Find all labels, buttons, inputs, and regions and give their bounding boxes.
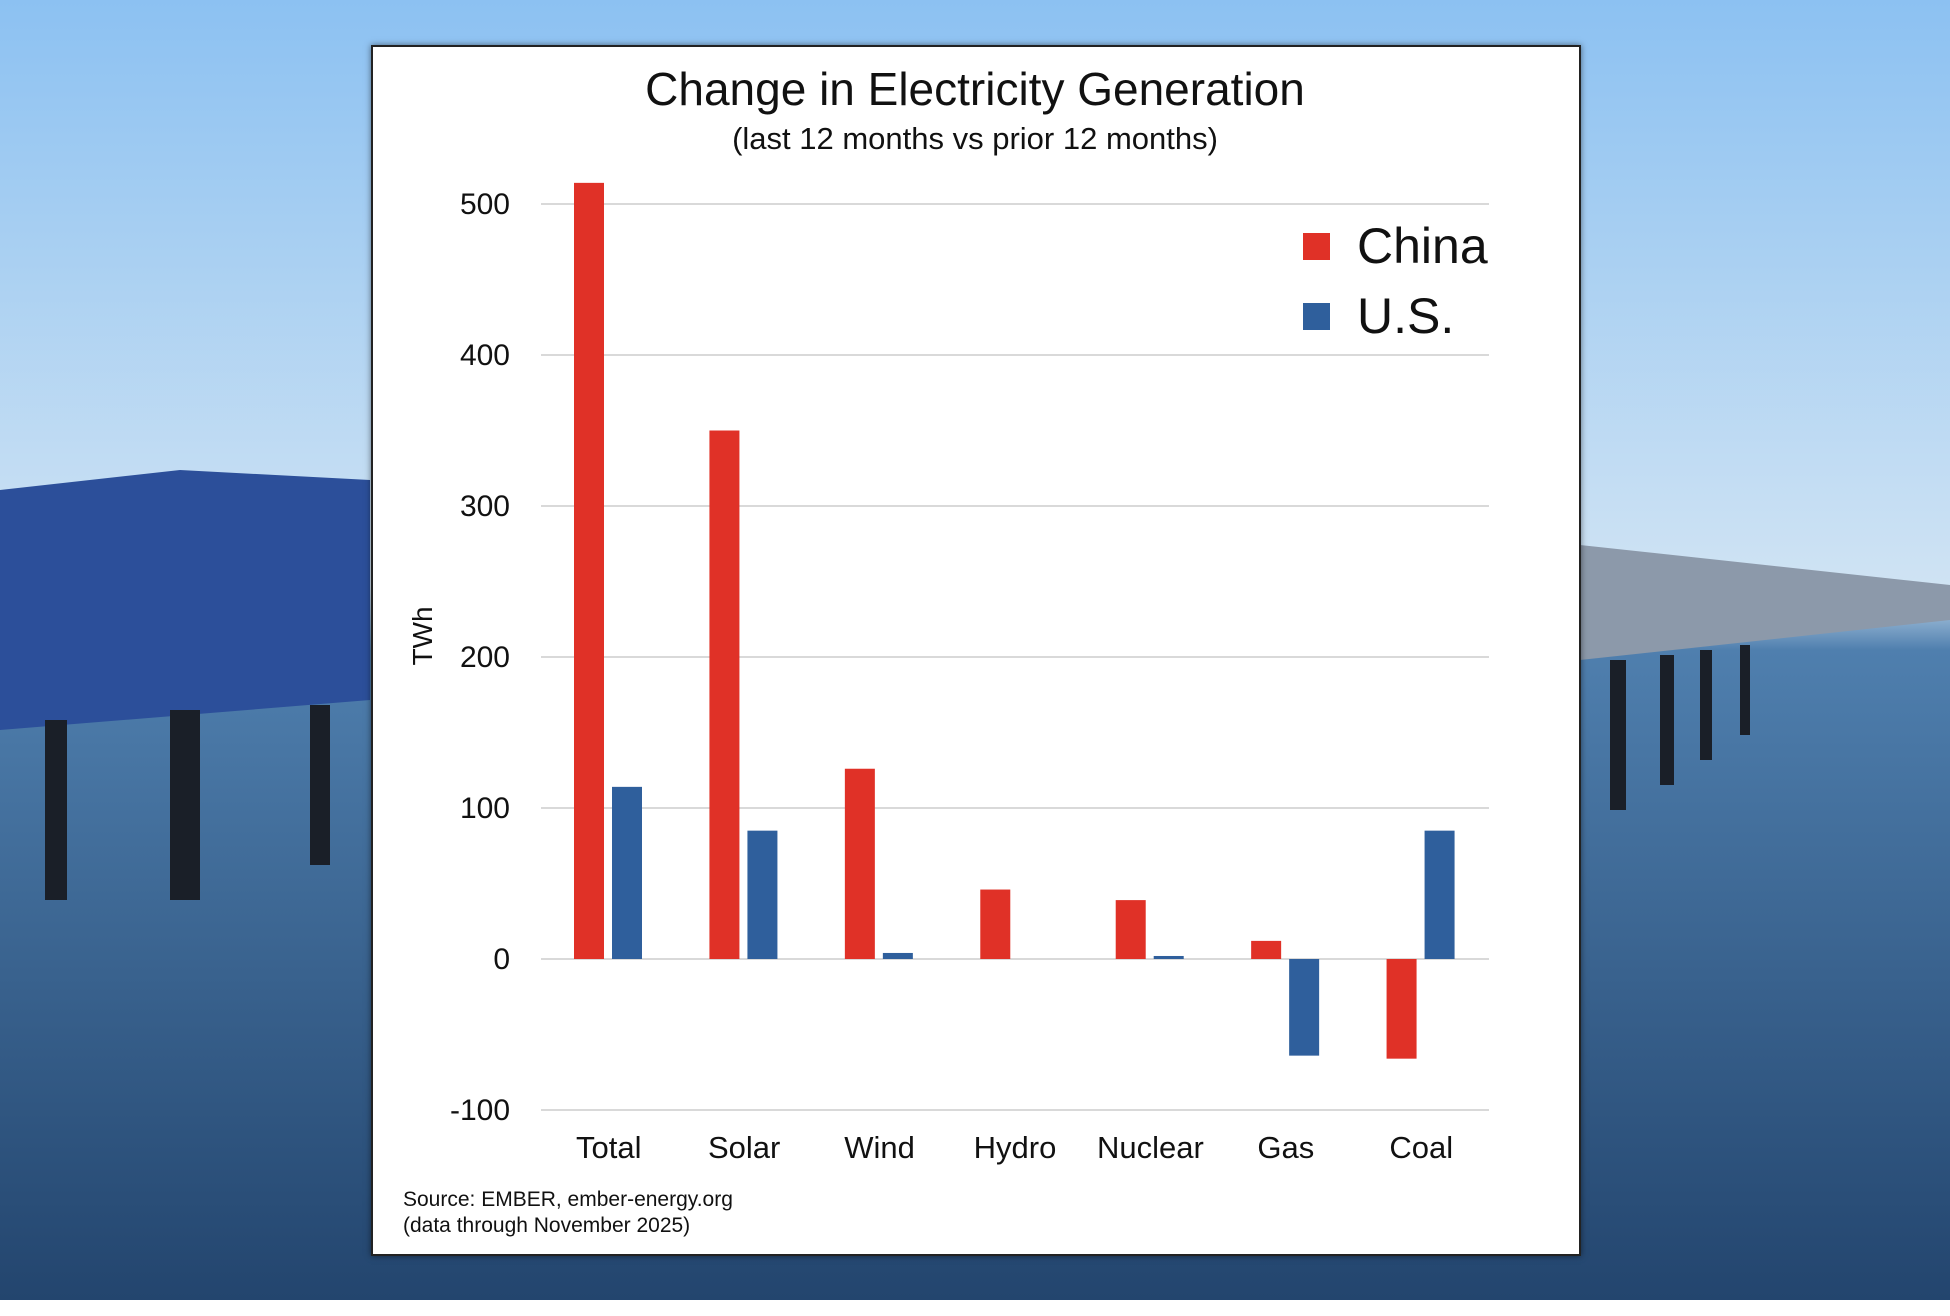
- bar-china-coal: [1386, 959, 1417, 1059]
- source-date-note: (data through November 2025): [403, 1214, 690, 1237]
- x-tick-label: Nuclear: [1097, 1130, 1204, 1165]
- bar-china-total: [574, 182, 604, 960]
- source-note: Source: EMBER, ember-energy.org: [403, 1188, 733, 1211]
- bar-us-wind: [882, 952, 913, 959]
- y-tick-label: 0: [493, 943, 510, 976]
- chart-card: [371, 45, 1581, 1256]
- bar-china-nuclear: [1115, 900, 1146, 959]
- legend-label-us: U.S.: [1357, 288, 1454, 344]
- y-tick-label: 100: [460, 792, 510, 825]
- chart-subtitle: (last 12 months vs prior 12 months): [732, 121, 1218, 156]
- x-tick-label: Gas: [1257, 1130, 1314, 1165]
- bar-us-nuclear: [1153, 955, 1184, 959]
- y-tick-label: -100: [450, 1094, 510, 1127]
- y-axis-label: TWh: [407, 606, 438, 665]
- bar-us-solar: [747, 830, 778, 959]
- bar-china-wind: [844, 768, 875, 959]
- y-tick-label: 300: [460, 490, 510, 523]
- chart-title: Change in Electricity Generation: [645, 63, 1305, 115]
- y-tick-label: 400: [460, 339, 510, 372]
- legend-label-china: China: [1357, 218, 1488, 274]
- y-tick-label: 200: [460, 641, 510, 674]
- bar-us-total: [612, 786, 642, 959]
- x-tick-label: Coal: [1389, 1130, 1453, 1165]
- x-tick-label: Hydro: [974, 1130, 1057, 1165]
- x-tick-label: Wind: [844, 1130, 915, 1165]
- bar-us-gas: [1289, 959, 1320, 1056]
- legend-swatch-china: [1303, 233, 1330, 260]
- x-tick-label: Solar: [708, 1130, 780, 1165]
- bar-china-solar: [709, 430, 740, 959]
- x-tick-label: Total: [576, 1130, 641, 1165]
- legend: China U.S.: [1303, 218, 1488, 344]
- bar-us-coal: [1424, 830, 1455, 959]
- bar-china-hydro: [980, 889, 1011, 959]
- bar-china-gas: [1251, 940, 1282, 959]
- y-tick-label: 500: [460, 188, 510, 221]
- legend-swatch-us: [1303, 303, 1330, 330]
